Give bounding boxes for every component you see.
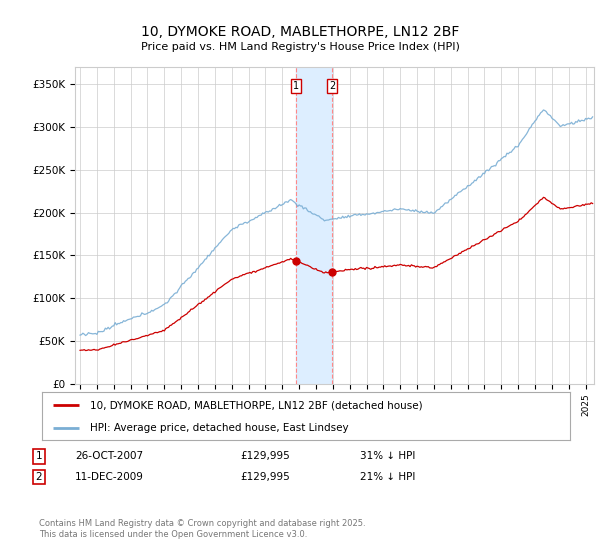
Text: £129,995: £129,995	[240, 451, 290, 461]
Text: Contains HM Land Registry data © Crown copyright and database right 2025.
This d: Contains HM Land Registry data © Crown c…	[39, 520, 365, 539]
Text: 31% ↓ HPI: 31% ↓ HPI	[360, 451, 415, 461]
Text: 1: 1	[293, 81, 299, 91]
Text: Price paid vs. HM Land Registry's House Price Index (HPI): Price paid vs. HM Land Registry's House …	[140, 42, 460, 52]
Text: 2: 2	[35, 472, 43, 482]
Text: 10, DYMOKE ROAD, MABLETHORPE, LN12 2BF (detached house): 10, DYMOKE ROAD, MABLETHORPE, LN12 2BF (…	[89, 400, 422, 410]
Text: 1: 1	[35, 451, 43, 461]
Text: 11-DEC-2009: 11-DEC-2009	[75, 472, 144, 482]
Text: 2: 2	[329, 81, 335, 91]
Text: 10, DYMOKE ROAD, MABLETHORPE, LN12 2BF: 10, DYMOKE ROAD, MABLETHORPE, LN12 2BF	[141, 25, 459, 39]
Text: HPI: Average price, detached house, East Lindsey: HPI: Average price, detached house, East…	[89, 423, 348, 433]
Bar	[296, 67, 332, 384]
Text: 26-OCT-2007: 26-OCT-2007	[75, 451, 143, 461]
Text: 21% ↓ HPI: 21% ↓ HPI	[360, 472, 415, 482]
Text: £129,995: £129,995	[240, 472, 290, 482]
